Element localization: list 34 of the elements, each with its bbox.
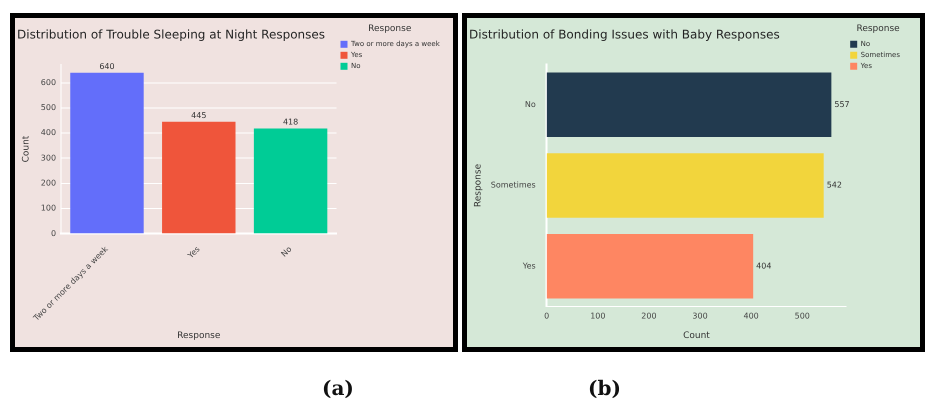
legend-title: Response [856, 24, 900, 34]
x-tick-label: No [279, 244, 294, 259]
x-tick-label: 0 [544, 311, 550, 320]
data-label: 404 [756, 261, 772, 270]
data-label: 542 [826, 180, 842, 190]
y-tick-label: Sometimes [490, 180, 536, 190]
y-tick-label: 100 [40, 204, 56, 213]
data-label: 418 [282, 118, 298, 127]
x-axis-title: Count [683, 330, 710, 341]
text: (a) [322, 376, 354, 400]
data-label: 557 [834, 100, 850, 109]
x-tick-label: Yes [185, 244, 202, 261]
y-tick-label: 300 [40, 153, 56, 162]
x-tick-label: 400 [743, 311, 759, 320]
chart-title: Distribution of Bonding Issues with Baby Responses [469, 27, 780, 42]
y-tick-label: 400 [40, 128, 56, 138]
text: (b) [588, 376, 621, 400]
x-tick-label: 500 [794, 311, 810, 320]
data-label: 640 [99, 62, 115, 71]
y-tick-label: Yes [522, 261, 536, 270]
y-tick-label: 0 [50, 228, 56, 238]
y-axis-title: Response [474, 163, 484, 208]
legend-title: Response [368, 24, 412, 34]
data-label: 445 [191, 110, 206, 120]
y-tick-label: 600 [40, 78, 56, 87]
y-tick-label: 200 [40, 178, 56, 188]
x-axis-title: Response [177, 330, 221, 341]
chart-title: Distribution of Trouble Sleeping at Night Responses [17, 27, 326, 42]
y-axis-title: Count [22, 135, 32, 162]
y-tick-label: No [524, 100, 536, 109]
x-tick-label: 300 [692, 311, 708, 320]
x-tick-label: 100 [590, 311, 606, 320]
x-tick-label: 200 [641, 311, 657, 320]
y-tick-label: 500 [40, 102, 56, 112]
